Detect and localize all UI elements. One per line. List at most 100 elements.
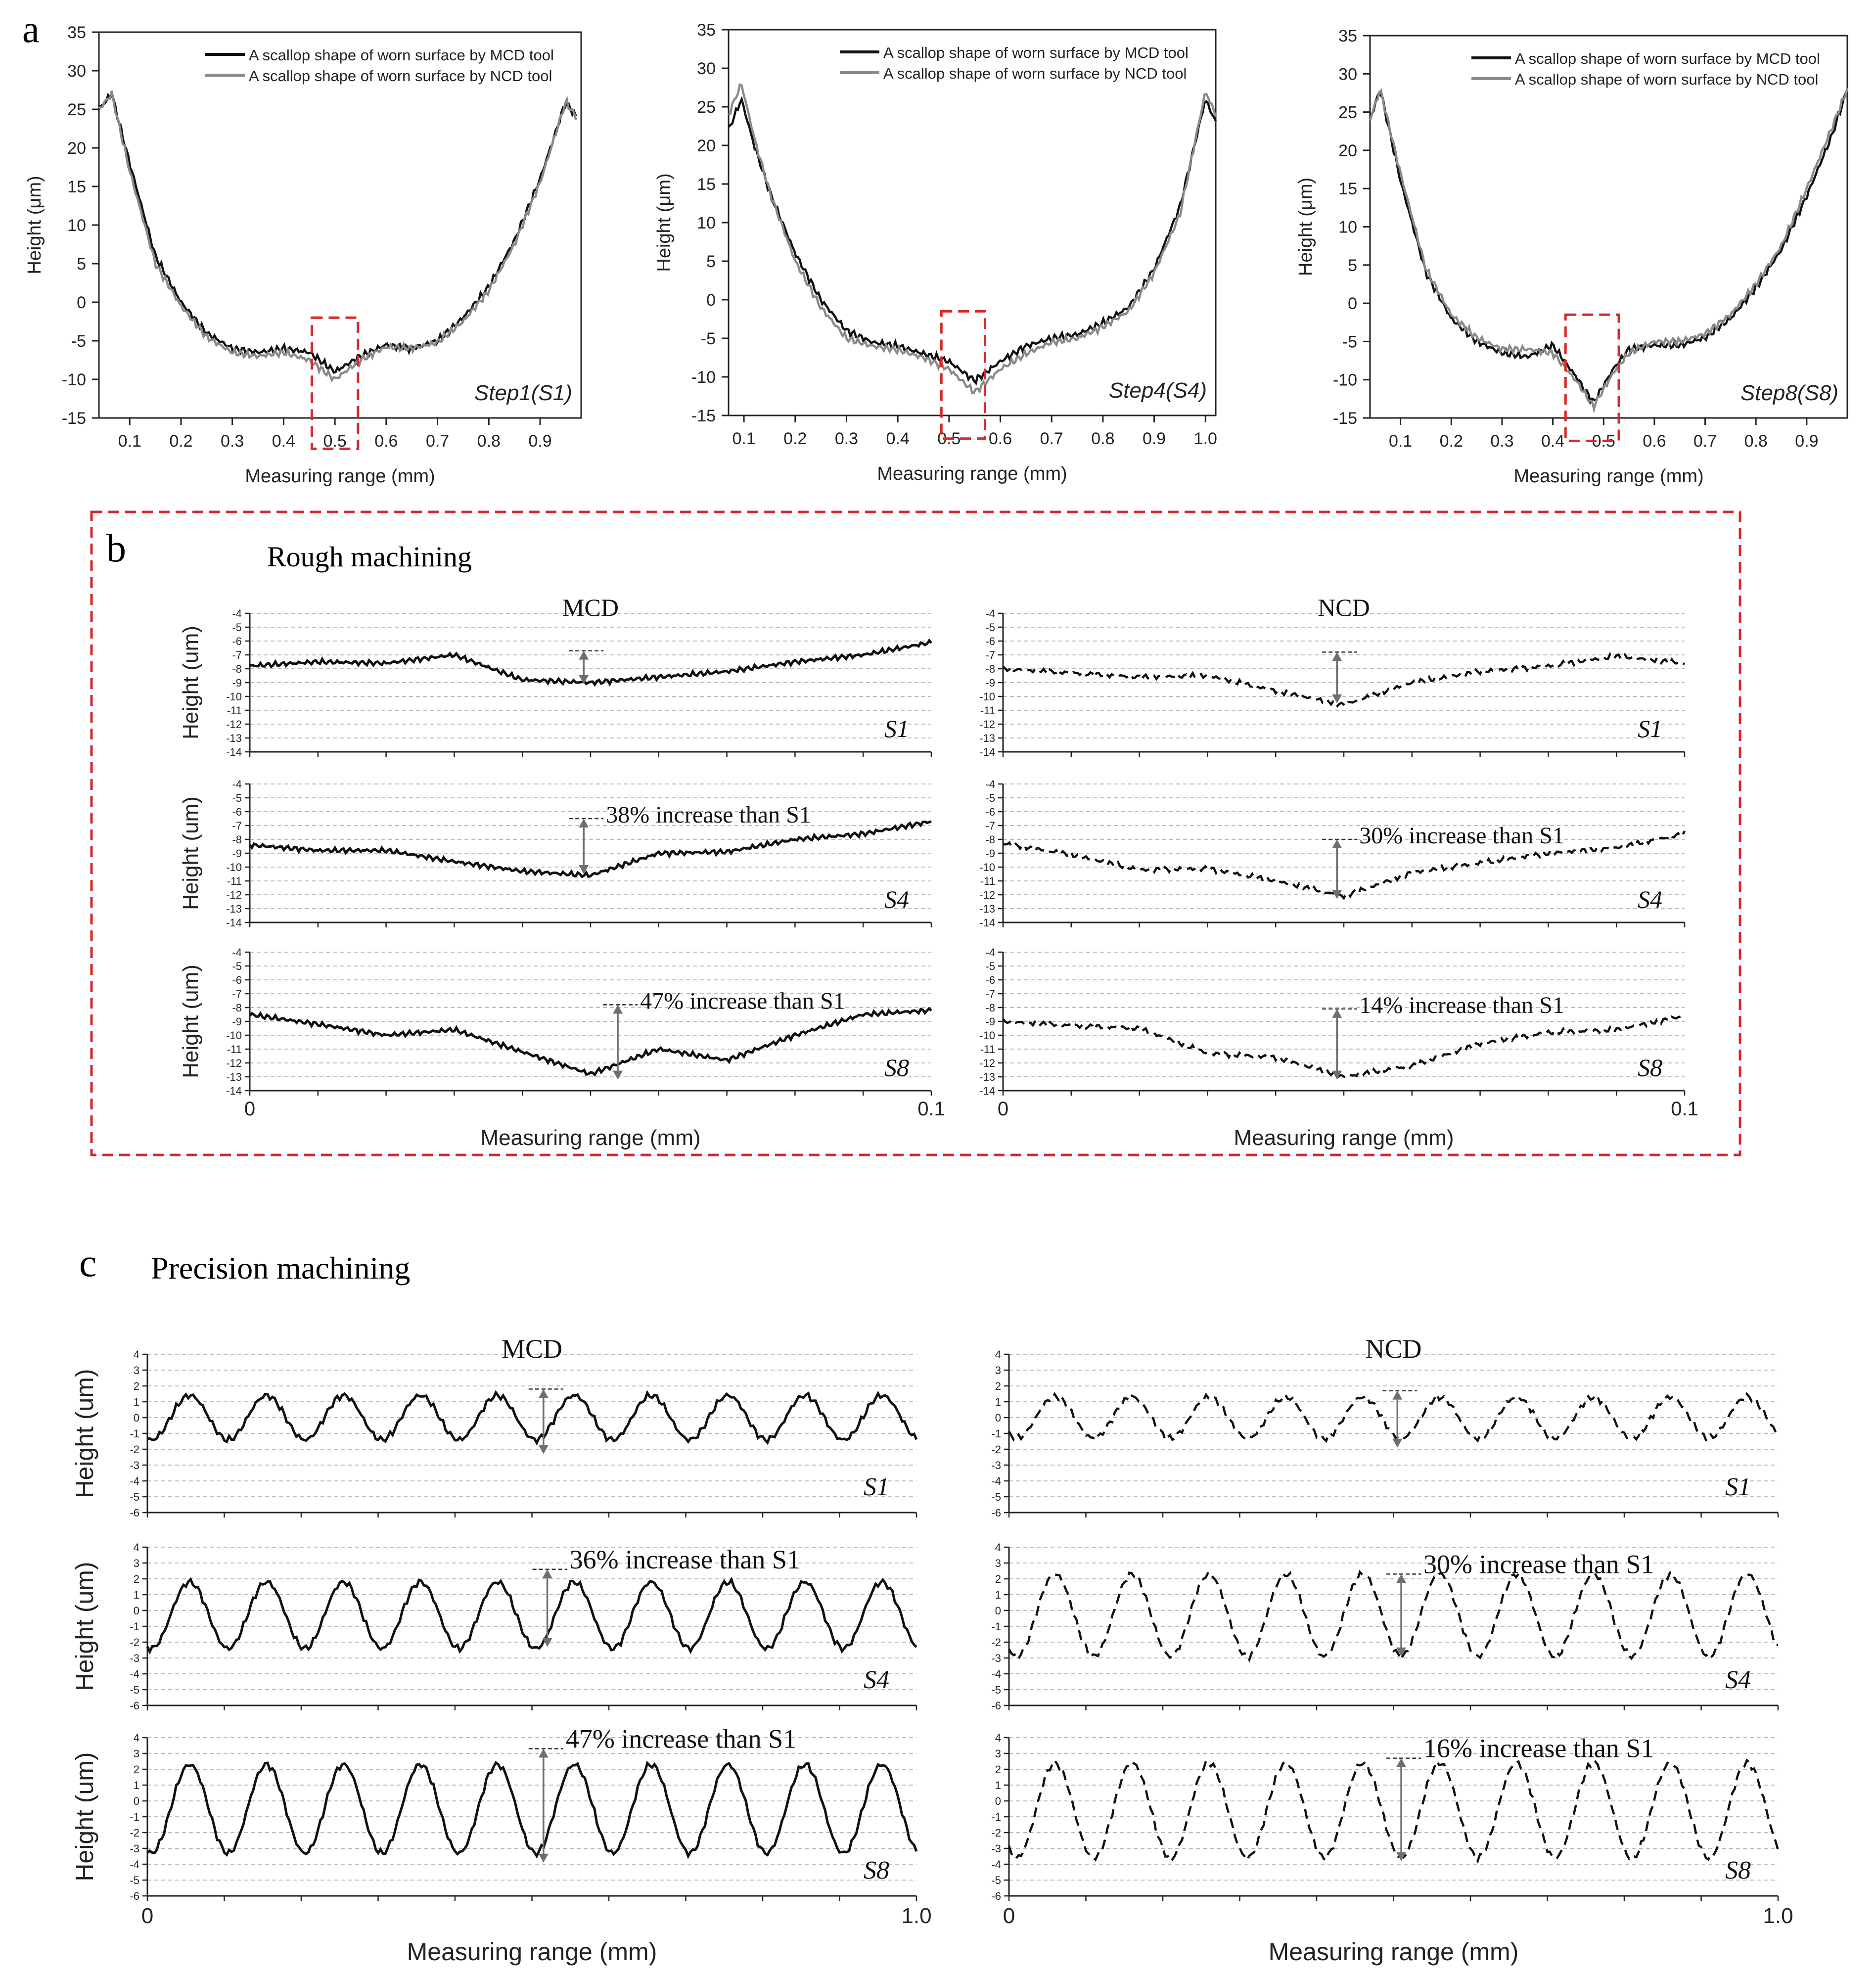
increase-annotation: 14% increase than S1 [1359,992,1564,1018]
y-tick-label: -11 [227,1043,242,1056]
y-tick-label: -2 [130,1827,139,1839]
x-tick-label: 0.9 [1795,432,1818,451]
y-tick-label: -10 [979,690,995,703]
row-label: S8 [864,1856,889,1885]
y-tick-label: -5 [130,1491,139,1503]
y-tick-label: -7 [985,988,995,1000]
y-tick-label: 2 [995,1380,1001,1392]
y-tick-label: -2 [130,1636,139,1649]
y-tick-label: 30 [697,59,716,78]
y-tick-label: -6 [985,635,995,647]
arrow-head-up [1332,1009,1342,1018]
y-tick-label: -8 [985,663,995,675]
series-line-ncd [98,91,577,383]
y-tick-label: 35 [1338,27,1357,46]
subplot-ncd-s4: 4 3 2 1 0 -1 -2 -3 -4 -5 -6 30% increase than S1 S4 [991,1541,1779,1712]
y-tick-label: 1 [134,1589,139,1601]
arrow-head-down [1332,1070,1342,1080]
y-tick-label: -4 [985,778,995,790]
arrow-head-up [1396,1758,1407,1767]
y-tick-label: -3 [991,1459,1001,1472]
increase-annotation: 38% increase than S1 [606,802,811,828]
x-tick-label: 0.8 [1744,432,1768,451]
panel-b-title: Rough machining [267,541,472,573]
y-tick-label: -7 [232,988,242,1000]
subplot-ncd-s4: -4 -5 -6 -7-8-9-10-11 -12 -13 -14 30% increase … [979,778,1686,929]
x-tick-label: 0.7 [426,432,449,451]
x-axis-label: Measuring range (mm) [407,1938,657,1966]
arrow-head-down [538,1853,549,1863]
x-end-label: 0.1 [917,1098,945,1120]
y-tick-label: -12 [226,1057,242,1069]
x-tick-label: 0.4 [1541,432,1564,451]
series-line-ncd [1008,1569,1778,1663]
x-axis-label: Measuring range (mm) [480,1126,700,1150]
y-tick-label: 0 [995,1795,1001,1807]
y-tick-label: -5 [991,1684,1001,1696]
arrow-head-down [1392,1438,1403,1448]
y-tick-label: -5 [232,621,242,634]
highlight-box [310,316,360,450]
x-axis-label: Measuring range (mm) [1234,1126,1454,1150]
series-line-mcd [146,1576,917,1655]
arrow-head-down [542,1638,552,1647]
y-tick-label: -6 [991,1890,1001,1902]
x-tick-label: 0.7 [1040,429,1063,448]
panel-b: b Rough machining-4-5-6-7-8-9-10-11-12-13… [90,510,1741,1156]
y-tick-label: -8 [232,663,242,675]
row-label: S1 [884,715,909,742]
chart-c: 4 3 2 1 0 -1 -2 -3 -4 -5 -6 Height (um) S1 4 3 2 1 0 -1 -2 -… [71,1334,1793,1966]
x-tick-label: 0.1 [732,429,755,448]
y-tick-label: -9 [985,677,995,689]
arrow-head-up [542,1569,552,1578]
x-start-label: 0 [141,1904,153,1928]
y-tick-label: -12 [979,718,995,731]
arrow-head-down [1332,694,1342,703]
y-axis-label: Height (μm) [24,176,45,274]
series-line-ncd [1369,88,1849,414]
y-tick-label: -12 [979,1057,995,1069]
panel-a-label: a [22,7,40,50]
x-tick-label: 0.2 [783,429,807,448]
series-line-ncd [1003,830,1686,900]
panel-c: c Precision machining 4 3 2 1 0 -1 -2 -3 -4 -5 -6 Hei… [71,1242,1793,1966]
plot-frame [728,29,1217,416]
increase-annotation: 30% increase than S1 [1359,823,1564,849]
y-axis-label: Height (μm) [654,173,675,272]
y-tick-label: 3 [995,1748,1001,1760]
y-tick-label: -14 [226,746,242,758]
y-tick-label: -3 [130,1459,139,1472]
y-tick-label: -13 [979,903,995,915]
arrow-head-up [1332,839,1342,848]
y-tick-label: -13 [226,732,242,744]
y-tick-label: 1 [134,1779,139,1792]
series-line-ncd [1007,1758,1780,1864]
x-tick-label: 0.9 [528,432,551,451]
y-tick-label: -13 [979,732,995,744]
y-tick-label: 0 [77,293,86,312]
y-tick-label: -6 [130,1890,139,1902]
y-tick-label: 4 [134,1732,139,1744]
increase-annotation: 36% increase than S1 [570,1545,800,1574]
y-tick-label: -3 [130,1842,139,1855]
y-tick-label: -4 [232,946,242,959]
x-tick-label: 0.6 [374,432,398,451]
y-tick-label: 0 [134,1412,139,1424]
y-tick-label: 10 [67,216,86,235]
y-tick-label: 20 [697,137,716,155]
legend-label-ncd: A scallop shape of worn surface by NCD t… [1515,71,1818,88]
x-tick-label: 0.3 [1490,432,1513,451]
x-tick-label: 0.2 [1440,432,1463,451]
arrow-head-down [613,1070,623,1080]
subplot-ncd-s1: 4 3 2 1 0 -1 -2 -3 -4 -5 -6 S1 [991,1348,1779,1519]
y-tick-label: -4 [130,1475,139,1487]
y-tick-label: 0 [134,1795,139,1807]
y-tick-label: -9 [985,847,995,860]
y-tick-label: -12 [226,889,242,901]
y-tick-label: -10 [979,1029,995,1042]
arrow-head-up [613,1005,623,1014]
y-tick-label: 2 [995,1763,1001,1776]
